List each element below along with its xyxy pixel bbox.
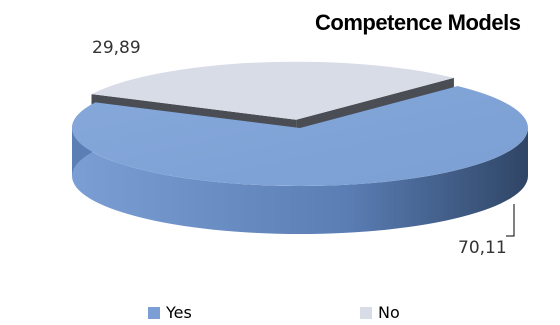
legend-label-yes: Yes <box>166 303 192 322</box>
pie-slice-yes-side <box>72 128 528 234</box>
pie-slice-yes <box>72 86 528 186</box>
data-label-yes: 70,11 <box>458 238 507 258</box>
legend-swatch-yes <box>148 306 160 319</box>
legend-item-no: No <box>360 303 400 322</box>
legend-swatch-no <box>360 306 372 319</box>
data-label-no: 29,89 <box>92 38 141 58</box>
leader-line-yes <box>506 204 515 237</box>
pie-slice-no <box>91 61 454 120</box>
legend-label-no: No <box>378 303 400 322</box>
chart-title: Competence Models <box>315 10 521 35</box>
chart-legend: Yes No <box>0 303 560 323</box>
legend-item-yes: Yes <box>148 303 192 322</box>
